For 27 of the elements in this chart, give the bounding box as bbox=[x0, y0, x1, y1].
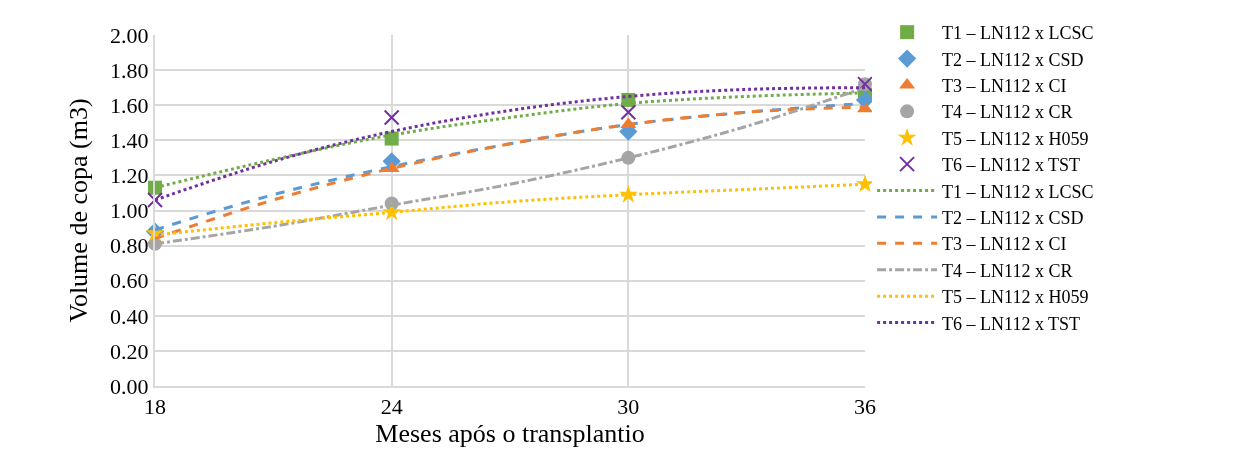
y-tick-label: 1.40 bbox=[110, 128, 149, 153]
y-tick-label: 1.00 bbox=[110, 198, 149, 224]
x-tick-label: 30 bbox=[617, 394, 640, 420]
legend-label: T3 – LN112 x CI bbox=[942, 75, 1067, 96]
x-axis-title: Meses após o transplantio bbox=[375, 419, 645, 449]
legend-label: T2 – LN112 x CSD bbox=[942, 49, 1084, 70]
legend-label: T2 – LN112 x CSD bbox=[942, 207, 1084, 228]
y-tick-label: 0.20 bbox=[110, 338, 149, 364]
x-tick-label: 24 bbox=[380, 394, 403, 420]
legend-label: T1 – LN112 x LCSC bbox=[942, 23, 1094, 44]
legend-label: T1 – LN112 x LCSC bbox=[942, 181, 1094, 202]
legend-label: T4 – LN112 x CR bbox=[942, 260, 1073, 281]
y-tick-label: 1.80 bbox=[110, 57, 149, 83]
legend-label: T6 – LN112 x TST bbox=[942, 155, 1081, 176]
legend-label: T6 – LN112 x TST bbox=[942, 313, 1081, 334]
legend-label: T5 – LN112 x H059 bbox=[942, 287, 1089, 308]
y-tick-label: 2.00 bbox=[110, 22, 149, 48]
legend-label: T3 – LN112 x CI bbox=[942, 234, 1067, 255]
y-tick-label: 0.60 bbox=[110, 268, 149, 294]
y-tick-label: 1.20 bbox=[110, 163, 149, 189]
y-tick-label: 0.80 bbox=[110, 233, 149, 259]
legend-label: T5 – LN112 x H059 bbox=[942, 128, 1089, 149]
x-tick-label: 36 bbox=[854, 394, 876, 420]
y-tick-label: 1.60 bbox=[110, 92, 149, 118]
y-tick-label: 0.40 bbox=[110, 303, 149, 329]
legend-label: T4 – LN112 x CR bbox=[942, 102, 1073, 123]
y-axis-title: Volume de copa (m3) bbox=[64, 98, 93, 323]
